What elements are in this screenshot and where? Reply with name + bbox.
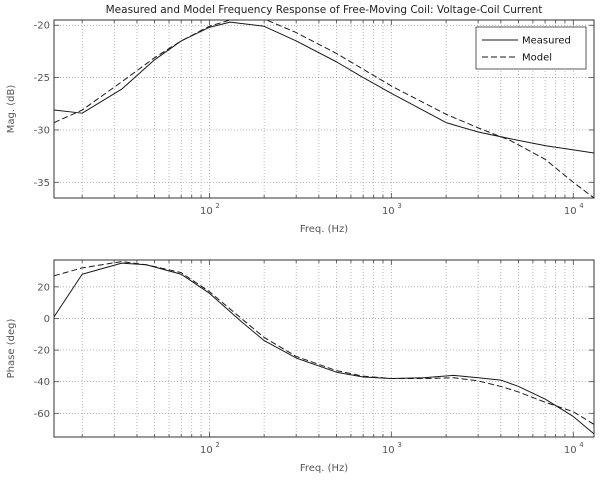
x-tick-label-exponent: 4 (579, 441, 584, 449)
x-tick-label-exponent: 2 (215, 441, 219, 449)
x-tick-label-exponent: 3 (397, 202, 401, 210)
series-line-model (54, 261, 594, 425)
x-tick-label: 10 (200, 206, 213, 217)
chart-title: Measured and Model Frequency Response of… (106, 4, 543, 16)
y-axis-label: Mag. (dB) (6, 85, 17, 134)
x-tick-label: 10 (382, 445, 395, 456)
x-tick-label: 10 (200, 445, 213, 456)
legend: Measured Model (475, 26, 587, 70)
y-tick-label: 0 (44, 314, 50, 325)
y-tick-label: 20 (37, 282, 50, 293)
x-axis-label: Freq. (Hz) (300, 463, 348, 474)
y-tick-label: -20 (34, 346, 50, 357)
x-tick-label: 10 (382, 206, 395, 217)
y-axis-label: Phase (deg) (6, 319, 17, 379)
y-tick-label: -35 (34, 178, 50, 189)
series-line-measured (54, 262, 594, 435)
series-line-model (54, 20, 594, 198)
y-tick-label: -30 (34, 125, 50, 136)
x-tick-label-exponent: 2 (215, 202, 219, 210)
y-tick-label: -60 (34, 409, 50, 420)
legend-label-measured: Measured (522, 36, 571, 47)
x-axis-label: Freq. (Hz) (300, 224, 348, 235)
y-tick-label: -25 (34, 73, 50, 84)
x-tick-label: 10 (564, 445, 577, 456)
y-tick-label: -40 (34, 377, 50, 388)
x-tick-label: 10 (564, 206, 577, 217)
legend-box (475, 26, 587, 70)
plot-frame (53, 19, 595, 199)
x-tick-label-exponent: 4 (579, 202, 584, 210)
series-line-measured (54, 21, 594, 154)
y-tick-label: -20 (34, 21, 50, 32)
x-tick-label-exponent: 3 (397, 441, 401, 449)
plot-frame (53, 259, 595, 438)
legend-label-model: Model (522, 53, 552, 64)
